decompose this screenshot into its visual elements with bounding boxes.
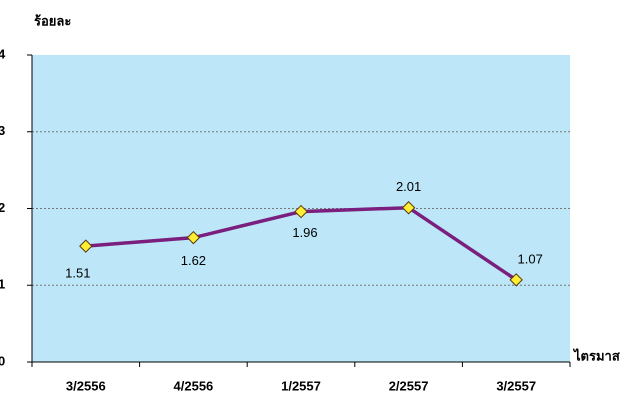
x-tick-label: 2/2557 [389, 378, 429, 393]
x-tick-label: 3/2557 [496, 378, 536, 393]
y-axis-label: ร้อยละ [34, 13, 71, 28]
x-tick-label: 3/2556 [66, 378, 106, 393]
marker [186, 230, 201, 245]
data-label: 2.01 [396, 179, 421, 194]
marker [79, 239, 93, 253]
y-tick-label: 4 [0, 46, 6, 61]
data-label: 1.62 [181, 253, 206, 268]
marker [401, 201, 416, 215]
x-tick-label: 4/2556 [174, 378, 214, 393]
y-tick-label: 0 [0, 353, 5, 368]
x-tick-label: 1/2557 [281, 378, 321, 393]
marker [509, 273, 523, 287]
data-label: 1.96 [292, 225, 317, 240]
y-tick-label: 1 [0, 277, 5, 292]
data-label: 1.07 [518, 251, 543, 266]
marker [294, 204, 308, 219]
y-tick-label: 3 [0, 123, 5, 138]
y-tick-label: 2 [0, 200, 5, 215]
data-label: 1.51 [65, 266, 90, 281]
x-axis-label: ไตรมาส [572, 347, 620, 363]
